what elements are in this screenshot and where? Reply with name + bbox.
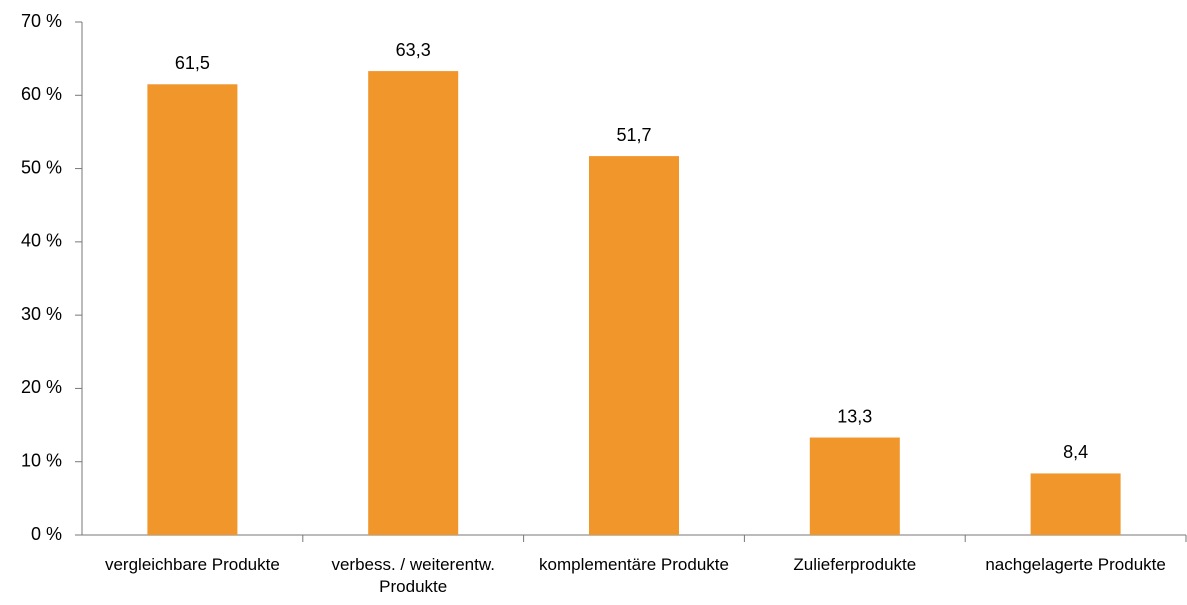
bar <box>368 71 459 535</box>
bar <box>809 437 900 535</box>
value-label: 63,3 <box>396 40 431 60</box>
value-label: 61,5 <box>175 53 210 73</box>
x-tick-label: komplementäre Produkte <box>539 555 729 574</box>
y-tick-label: 0 % <box>31 524 62 544</box>
x-tick-label: verbess. / weiterentw. Produkte <box>331 555 495 596</box>
y-tick-label: 20 % <box>21 377 62 397</box>
bar <box>147 84 238 536</box>
x-tick-label: vergleichbare Produkte <box>104 555 280 574</box>
x-tick-label: Zulieferprodukte <box>793 555 917 574</box>
y-tick-label: 10 % <box>21 450 62 470</box>
value-label: 8,4 <box>1063 442 1088 462</box>
bar <box>1030 473 1121 535</box>
y-tick-label: 60 % <box>21 84 62 104</box>
y-tick-label: 40 % <box>21 231 62 251</box>
y-tick-label: 70 % <box>21 11 62 31</box>
y-tick-label: 50 % <box>21 157 62 177</box>
value-label: 51,7 <box>616 125 651 145</box>
x-tick-label: nachgelagerte Produkte <box>985 555 1166 574</box>
value-label: 13,3 <box>837 406 872 426</box>
bar <box>589 156 679 535</box>
y-tick-label: 30 % <box>21 304 62 324</box>
